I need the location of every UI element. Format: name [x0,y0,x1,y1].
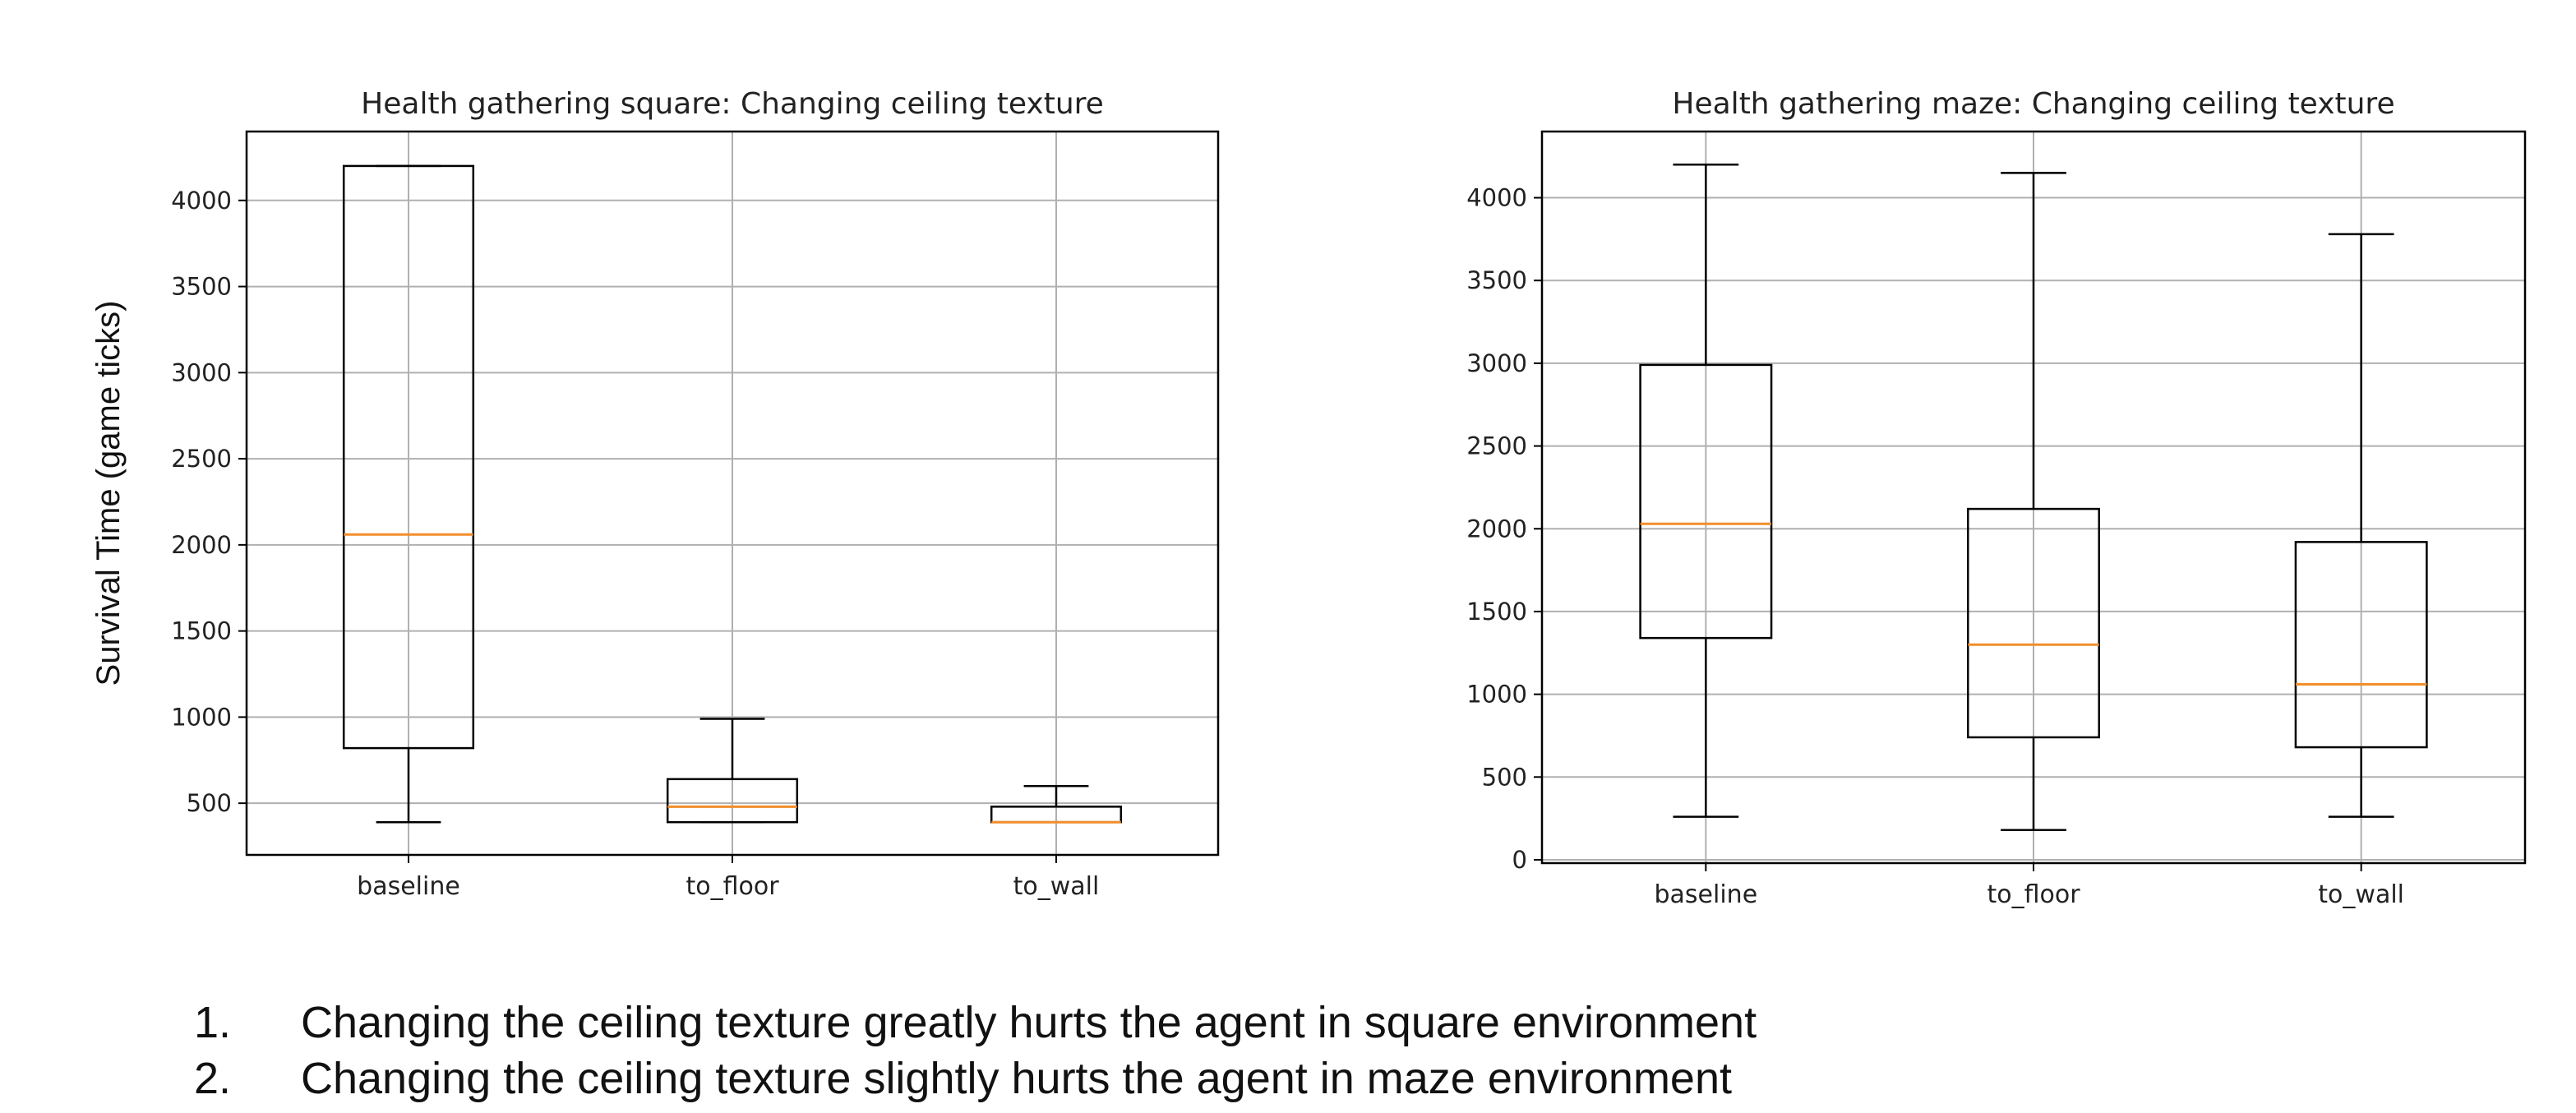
note-number: 2. [194,1054,232,1103]
note-text: Changing the ceiling texture greatly hur… [301,998,1757,1047]
chart-title: Health gathering maze: Changing ceiling … [1672,87,2394,121]
x-tick-label: to_wall [2318,880,2404,909]
y-tick-label: 1000 [171,703,232,731]
x-tick-label: to_wall [1013,872,1100,901]
y-tick-label: 3000 [171,358,232,386]
box-baseline [1639,363,1773,640]
y-tick-label: 500 [187,789,232,817]
y-tick-label: 3000 [1466,349,1527,377]
x-tick-label: to_floor [1987,880,2080,909]
x-tick-label: baseline [1655,880,1758,909]
y-tick-label: 4000 [171,187,232,215]
y-tick-label: 3500 [1466,266,1527,294]
chart-health-gathering-maze: 0 500 1000 1500 2000 2500 3000 3500 4000 baseline… [1466,87,2527,909]
y-tick-label: 2000 [171,531,232,559]
box-to_floor [666,778,799,824]
y-tick-label: 2500 [1466,432,1527,460]
y-tick-label: 1500 [1466,598,1527,626]
note-number: 1. [194,998,232,1047]
y-tick-label: 1500 [171,617,232,645]
box-baseline [342,164,475,750]
y-tick-label: 4000 [1466,184,1527,212]
x-tick-label: to_floor [686,872,779,901]
chart-health-gathering-square: 500 1000 1500 2000 2500 3000 3500 4000 baseline t… [90,87,1220,901]
y-tick-label: 2500 [171,445,232,473]
note-item: 2. Changing the ceiling texture slightly … [194,1051,1757,1106]
y-axis-label: Survival Time (game ticks) [90,301,127,686]
plots-canvas: 500 1000 1500 2000 2500 3000 3500 4000 baseline t… [90,87,2527,909]
notes-list: 1. Changing the ceiling texture greatly h… [194,995,1757,1106]
y-tick-label: 1000 [1466,681,1527,709]
note-text: Changing the ceiling texture slightly hu… [301,1054,1732,1103]
y-tick-label: 2000 [1466,515,1527,543]
box-to_floor [1967,507,2100,739]
y-tick-label: 3500 [171,273,232,301]
x-tick-label: baseline [357,872,460,901]
y-tick-label: 500 [1482,763,1527,791]
note-item: 1. Changing the ceiling texture greatly h… [194,995,1757,1051]
y-tick-label: 0 [1512,846,1527,874]
chart-title: Health gathering square: Changing ceilin… [361,87,1104,121]
box-to_wall [2294,541,2428,749]
